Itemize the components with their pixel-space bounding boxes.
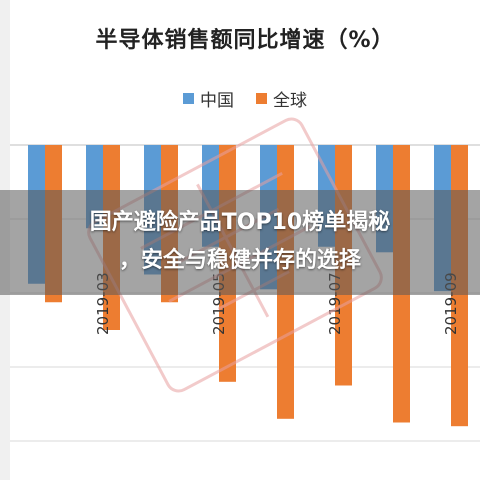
legend-label-china: 中国 [200,91,234,111]
legend-swatch-china [183,93,194,104]
headline-overlay [0,190,480,295]
chart-legend: 中国 全球 [10,86,480,111]
legend-swatch-global [256,93,267,104]
chart-title: 半导体销售额同比增速（%） [95,28,395,53]
legend-item-china: 中国 [183,86,234,111]
legend-label-global: 全球 [273,91,307,111]
headline-title[interactable]: 国产避险产品TOP10榜单揭秘 ，安全与稳健并存的选择 [0,204,480,280]
headline-line-2: ，安全与稳健并存的选择 [118,248,361,273]
legend-item-global: 全球 [256,86,307,111]
headline-line-1: 国产避险产品TOP10榜单揭秘 [89,210,391,235]
